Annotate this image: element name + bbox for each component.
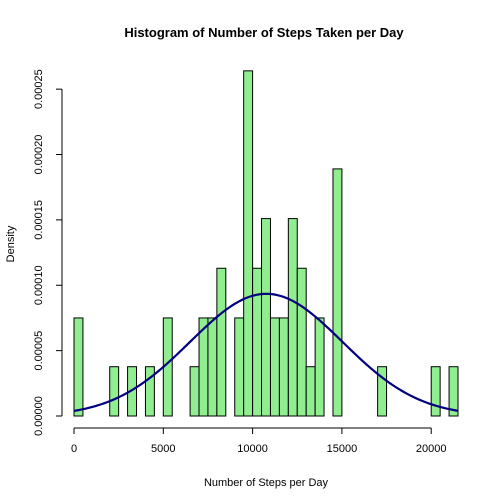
histogram-bar <box>296 267 307 417</box>
histogram-bar <box>144 366 155 417</box>
y-axis-label: Density <box>5 225 17 262</box>
histogram-bar <box>127 366 138 417</box>
y-tick-label: 0.00020 <box>33 135 45 175</box>
histogram-bar <box>261 218 271 417</box>
x-tick-label: 5000 <box>151 443 175 455</box>
density-curve <box>73 292 459 413</box>
x-tick-label: 0 <box>71 443 77 455</box>
y-tick-label: 0.00005 <box>33 331 45 371</box>
histogram-bar <box>234 317 245 417</box>
histogram-bar <box>278 317 289 417</box>
histogram-bar <box>207 317 218 417</box>
histogram-bar <box>377 366 388 417</box>
y-tick-label: 0.00000 <box>33 396 45 436</box>
x-tick-label: 15000 <box>327 443 358 455</box>
x-axis-label: Number of Steps per Day <box>204 477 329 489</box>
bars-group <box>73 70 459 417</box>
y-tick-label: 0.00010 <box>33 265 45 305</box>
histogram-bar <box>448 366 459 417</box>
histogram-bar <box>189 366 200 417</box>
x-tick-label: 10000 <box>237 443 268 455</box>
y-tick-label: 0.00015 <box>33 200 45 240</box>
y-axis: 0.00000 0.00005 0.00010 0.00015 0.00020 0.000… <box>33 69 63 436</box>
x-tick-label: 20000 <box>416 443 447 455</box>
histogram-bar <box>73 317 84 417</box>
histogram-bar <box>430 366 441 417</box>
histogram-bar <box>216 267 227 417</box>
chart-title: Histogram of Number of Steps Taken per D… <box>124 25 404 40</box>
histogram-bar <box>332 168 343 417</box>
y-tick-label: 0.00025 <box>33 69 45 109</box>
histogram-bar <box>252 267 263 417</box>
histogram-bar <box>314 317 325 417</box>
histogram-bar <box>269 317 280 417</box>
histogram-bar <box>287 218 298 417</box>
histogram-bar <box>109 366 120 417</box>
x-axis: 0 5000 10000 15000 20000 <box>71 427 447 455</box>
histogram-bar <box>243 70 254 417</box>
histogram-bar <box>305 366 316 417</box>
